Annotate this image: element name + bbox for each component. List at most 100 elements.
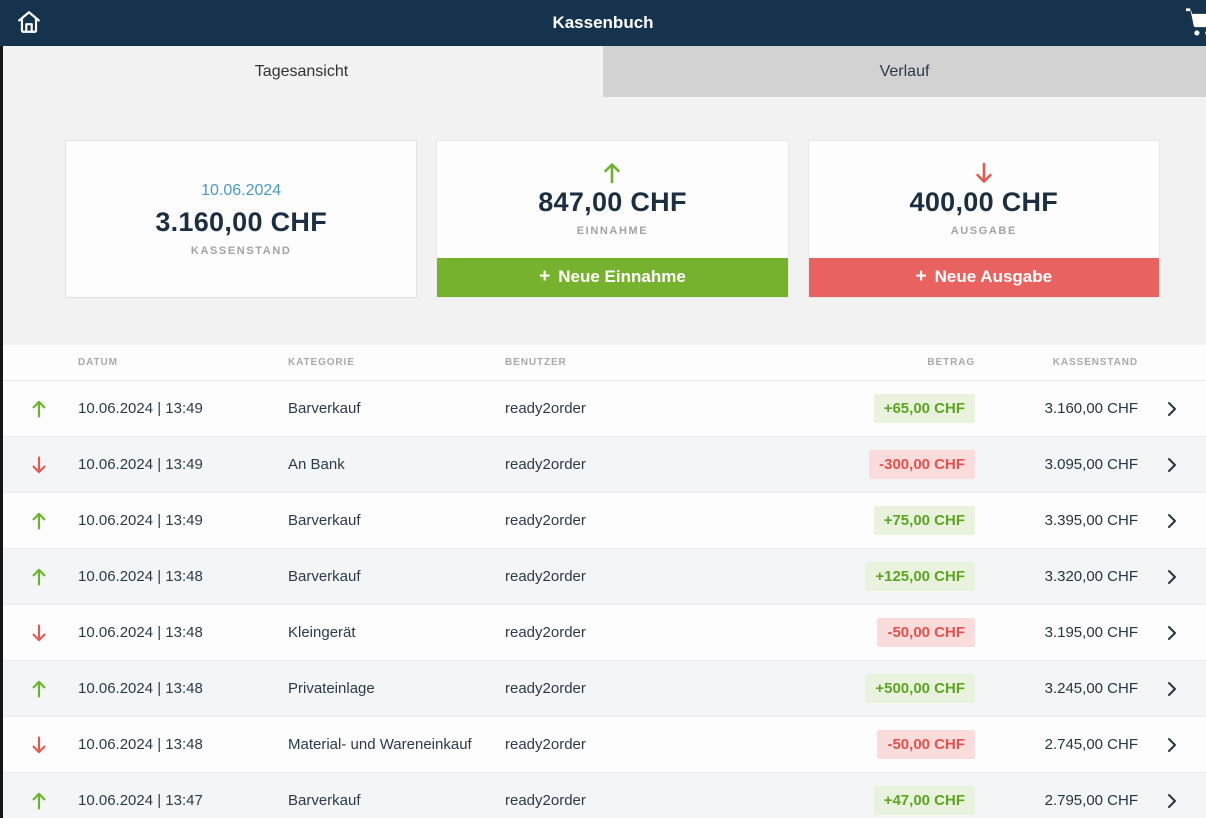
table-row[interactable]: 10.06.2024 | 13:48 Barverkauf ready2order +…: [0, 548, 1206, 604]
table-row[interactable]: 10.06.2024 | 13:49 An Bank ready2order -300…: [0, 436, 1206, 492]
table-row[interactable]: 10.06.2024 | 13:49 Barverkauf ready2order +…: [0, 492, 1206, 548]
row-user: ready2order: [505, 792, 586, 809]
column-header-kassenstand: KASSENSTAND: [1052, 357, 1138, 368]
row-datetime: 10.06.2024 | 13:48: [78, 624, 203, 641]
row-datetime: 10.06.2024 | 13:48: [78, 568, 203, 585]
expense-card: 400,00 CHF AUSGABE + Neue Ausgabe: [807, 140, 1160, 298]
row-arrow-down-icon: [29, 623, 49, 643]
column-header-benutzer: BENUTZER: [505, 357, 567, 368]
column-header-kategorie: KATEGORIE: [288, 357, 355, 368]
tab-tagesansicht[interactable]: Tagesansicht: [0, 46, 603, 97]
expense-card-top: 400,00 CHF AUSGABE: [809, 141, 1159, 258]
row-amount-badge: -50,00 CHF: [877, 730, 975, 759]
new-income-button-label: Neue Einnahme: [558, 267, 686, 287]
cart-button[interactable]: [1181, 7, 1206, 39]
balance-amount: 3.160,00 CHF: [155, 206, 328, 237]
transactions-table: DATUM KATEGORIE BENUTZER BETRAG KASSENST…: [0, 345, 1206, 818]
row-arrow-up-icon: [29, 399, 49, 419]
column-header-datum: DATUM: [78, 357, 118, 368]
page-title: Kassenbuch: [552, 13, 654, 32]
row-user: ready2order: [505, 624, 586, 641]
row-amount-badge: +75,00 CHF: [873, 506, 975, 535]
row-balance: 2.795,00 CHF: [1044, 792, 1138, 809]
row-amount-badge: +65,00 CHF: [873, 394, 975, 423]
row-datetime: 10.06.2024 | 13:49: [78, 512, 203, 529]
row-user: ready2order: [505, 680, 586, 697]
balance-card: 10.06.2024 3.160,00 CHF KASSENSTAND: [65, 140, 418, 298]
balance-date: 10.06.2024: [201, 181, 282, 199]
row-datetime: 10.06.2024 | 13:49: [78, 400, 203, 417]
row-balance: 3.195,00 CHF: [1044, 624, 1138, 641]
row-amount-badge: -50,00 CHF: [877, 618, 975, 647]
row-user: ready2order: [505, 568, 586, 585]
row-arrow-down-icon: [29, 455, 49, 475]
income-card: 847,00 CHF EINNAHME + Neue Einnahme: [436, 140, 789, 298]
income-amount: 847,00 CHF: [538, 187, 687, 218]
row-amount-badge: +125,00 CHF: [865, 562, 975, 591]
row-category: An Bank: [288, 456, 345, 473]
new-expense-button-label: Neue Ausgabe: [934, 267, 1053, 287]
transaction-rows: 10.06.2024 | 13:49 Barverkauf ready2order +…: [0, 380, 1206, 818]
app-header: Kassenbuch: [0, 0, 1206, 46]
expense-amount: 400,00 CHF: [909, 187, 1059, 218]
row-balance: 2.745,00 CHF: [1044, 736, 1138, 753]
chevron-right-icon: [1164, 681, 1180, 697]
row-arrow-up-icon: [29, 567, 49, 587]
row-category: Privateinlage: [288, 680, 375, 697]
new-expense-button[interactable]: + Neue Ausgabe: [808, 257, 1159, 297]
chevron-right-icon: [1164, 457, 1180, 473]
row-amount-badge: +500,00 CHF: [865, 674, 975, 703]
income-label: EINNAHME: [576, 225, 649, 238]
chevron-right-icon: [1164, 569, 1180, 585]
income-card-top: 847,00 CHF EINNAHME: [437, 141, 787, 258]
row-arrow-up-icon: [29, 791, 49, 811]
table-header-row: DATUM KATEGORIE BENUTZER BETRAG KASSENST…: [0, 345, 1206, 380]
chevron-right-icon: [1164, 793, 1180, 809]
row-balance: 3.395,00 CHF: [1044, 512, 1138, 529]
table-row[interactable]: 10.06.2024 | 13:48 Material- und Warenein…: [0, 716, 1206, 772]
new-income-button[interactable]: + Neue Einnahme: [437, 257, 788, 297]
row-arrow-down-icon: [29, 735, 49, 755]
tab-bar: Tagesansicht Verlauf: [0, 46, 1206, 97]
row-amount-badge: -300,00 CHF: [869, 450, 975, 479]
row-balance: 3.095,00 CHF: [1044, 456, 1138, 473]
row-balance: 3.245,00 CHF: [1044, 680, 1138, 697]
row-arrow-up-icon: [29, 511, 49, 531]
window-left-edge: [0, 46, 3, 818]
arrow-up-icon: [600, 161, 624, 185]
row-user: ready2order: [505, 512, 586, 529]
row-category: Barverkauf: [288, 568, 361, 585]
chevron-right-icon: [1164, 401, 1180, 417]
table-row[interactable]: 10.06.2024 | 13:48 Privateinlage ready2ord…: [0, 660, 1206, 716]
row-datetime: 10.06.2024 | 13:49: [78, 456, 203, 473]
summary-cards: 10.06.2024 3.160,00 CHF KASSENSTAND 847,…: [65, 140, 1160, 298]
row-category: Barverkauf: [288, 792, 361, 809]
row-arrow-up-icon: [29, 679, 49, 699]
table-row[interactable]: 10.06.2024 | 13:49 Barverkauf ready2order +…: [0, 380, 1206, 436]
plus-icon: +: [539, 266, 551, 288]
balance-label: KASSENSTAND: [190, 244, 292, 257]
row-category: Material- und Wareneinkauf: [288, 736, 472, 753]
home-button[interactable]: [12, 6, 46, 40]
expense-label: AUSGABE: [950, 225, 1017, 238]
row-user: ready2order: [505, 456, 586, 473]
tab-verlauf[interactable]: Verlauf: [603, 46, 1206, 97]
table-row[interactable]: 10.06.2024 | 13:47 Barverkauf ready2order +…: [0, 772, 1206, 818]
row-category: Barverkauf: [288, 400, 361, 417]
row-amount-badge: +47,00 CHF: [873, 786, 975, 815]
table-row[interactable]: 10.06.2024 | 13:48 Kleingerät ready2order -…: [0, 604, 1206, 660]
row-balance: 3.160,00 CHF: [1044, 400, 1138, 417]
row-balance: 3.320,00 CHF: [1044, 568, 1138, 585]
row-datetime: 10.06.2024 | 13:48: [78, 680, 203, 697]
row-user: ready2order: [505, 736, 586, 753]
row-category: Kleingerät: [288, 624, 356, 641]
row-datetime: 10.06.2024 | 13:47: [78, 792, 203, 809]
cart-icon: [1184, 8, 1206, 40]
home-icon: [16, 9, 42, 38]
arrow-down-icon: [972, 161, 996, 185]
row-datetime: 10.06.2024 | 13:48: [78, 736, 203, 753]
row-user: ready2order: [505, 400, 586, 417]
chevron-right-icon: [1164, 513, 1180, 529]
chevron-right-icon: [1164, 625, 1180, 641]
column-header-betrag: BETRAG: [927, 357, 975, 368]
